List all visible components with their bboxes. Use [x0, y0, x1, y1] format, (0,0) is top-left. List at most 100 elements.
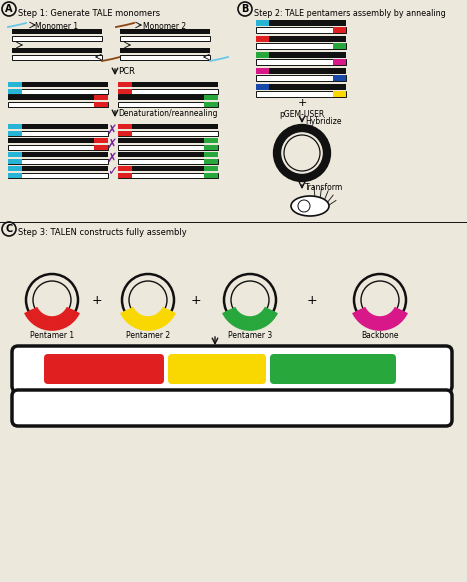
Bar — [204, 152, 218, 157]
Bar — [8, 173, 108, 178]
Bar — [256, 52, 346, 58]
Text: Backbone: Backbone — [361, 331, 399, 340]
Text: Transform: Transform — [305, 183, 343, 191]
Bar — [118, 173, 132, 178]
Bar — [118, 82, 218, 87]
Bar — [8, 95, 108, 100]
Bar — [204, 173, 218, 178]
Bar — [8, 124, 108, 129]
Bar — [12, 36, 102, 41]
Bar — [118, 124, 132, 129]
Bar — [333, 43, 346, 49]
Bar — [256, 68, 346, 74]
Text: +: + — [307, 293, 317, 307]
Bar — [204, 145, 218, 150]
Bar — [8, 166, 108, 171]
Text: Monomer 1: Monomer 1 — [35, 22, 78, 31]
Bar — [8, 131, 22, 136]
Bar — [256, 59, 346, 65]
Bar — [256, 36, 346, 42]
Bar — [8, 82, 108, 87]
Bar — [204, 102, 218, 107]
Bar — [256, 52, 269, 58]
Text: +: + — [92, 293, 102, 307]
Bar — [8, 131, 108, 136]
Bar — [118, 124, 218, 129]
FancyBboxPatch shape — [12, 346, 452, 392]
Text: pGEM-USER: pGEM-USER — [279, 110, 325, 119]
Bar — [118, 152, 218, 157]
Text: A: A — [5, 4, 13, 14]
Bar — [204, 166, 218, 171]
Bar — [94, 138, 108, 143]
Bar — [333, 75, 346, 81]
Text: +: + — [297, 98, 307, 108]
Bar — [118, 89, 132, 94]
Bar — [256, 68, 269, 74]
Text: Pentamer 2: Pentamer 2 — [126, 331, 170, 340]
Text: ✗: ✗ — [107, 151, 117, 165]
Text: Step 1: Generate TALE monomers: Step 1: Generate TALE monomers — [18, 9, 160, 18]
FancyBboxPatch shape — [168, 354, 266, 384]
Bar — [120, 48, 210, 53]
Bar — [256, 91, 346, 97]
Bar — [118, 102, 218, 107]
Bar — [8, 82, 22, 87]
Text: ✗: ✗ — [107, 137, 117, 151]
Bar — [8, 173, 22, 178]
Text: C: C — [6, 224, 13, 234]
Bar — [120, 36, 210, 41]
Bar — [8, 89, 108, 94]
Bar — [256, 20, 269, 26]
Bar — [118, 131, 132, 136]
Bar — [120, 29, 210, 34]
Bar — [8, 145, 108, 150]
Text: Step 2: TALE pentamers assembly by annealing: Step 2: TALE pentamers assembly by annea… — [254, 9, 446, 18]
Bar — [118, 95, 218, 100]
Bar — [8, 159, 22, 164]
FancyBboxPatch shape — [44, 354, 164, 384]
Text: B: B — [241, 4, 249, 14]
Ellipse shape — [291, 196, 329, 216]
Bar — [118, 159, 218, 164]
Bar — [256, 20, 346, 26]
Bar — [94, 95, 108, 100]
FancyBboxPatch shape — [270, 354, 396, 384]
Bar — [12, 29, 102, 34]
Text: Denaturation/reannealing: Denaturation/reannealing — [118, 109, 218, 119]
Bar — [256, 36, 269, 42]
Bar — [118, 166, 218, 171]
Bar — [333, 59, 346, 65]
Bar — [256, 84, 269, 90]
Bar — [118, 166, 132, 171]
Bar — [8, 124, 22, 129]
Bar — [8, 166, 22, 171]
Bar — [12, 48, 102, 53]
Bar — [12, 55, 102, 60]
Text: Hybridize: Hybridize — [305, 116, 341, 126]
Bar — [94, 102, 108, 107]
Text: ✓: ✓ — [107, 165, 117, 179]
Bar — [118, 89, 218, 94]
Bar — [118, 131, 218, 136]
Text: +: + — [191, 293, 201, 307]
Text: Step 3: TALEN constructs fully assembly: Step 3: TALEN constructs fully assembly — [18, 228, 187, 237]
Bar — [94, 145, 108, 150]
Bar — [118, 82, 132, 87]
Bar — [204, 159, 218, 164]
Bar — [333, 27, 346, 33]
Bar — [256, 43, 346, 49]
Text: Monomer 2: Monomer 2 — [143, 22, 186, 31]
Bar — [8, 89, 22, 94]
Bar — [118, 138, 218, 143]
Bar — [204, 95, 218, 100]
Bar — [118, 145, 218, 150]
Bar — [118, 173, 218, 178]
Text: Pentamer 1: Pentamer 1 — [30, 331, 74, 340]
Bar — [8, 152, 108, 157]
Text: PCR: PCR — [118, 68, 135, 76]
Bar — [120, 55, 210, 60]
Bar — [8, 152, 22, 157]
Bar — [8, 138, 108, 143]
Bar — [8, 159, 108, 164]
